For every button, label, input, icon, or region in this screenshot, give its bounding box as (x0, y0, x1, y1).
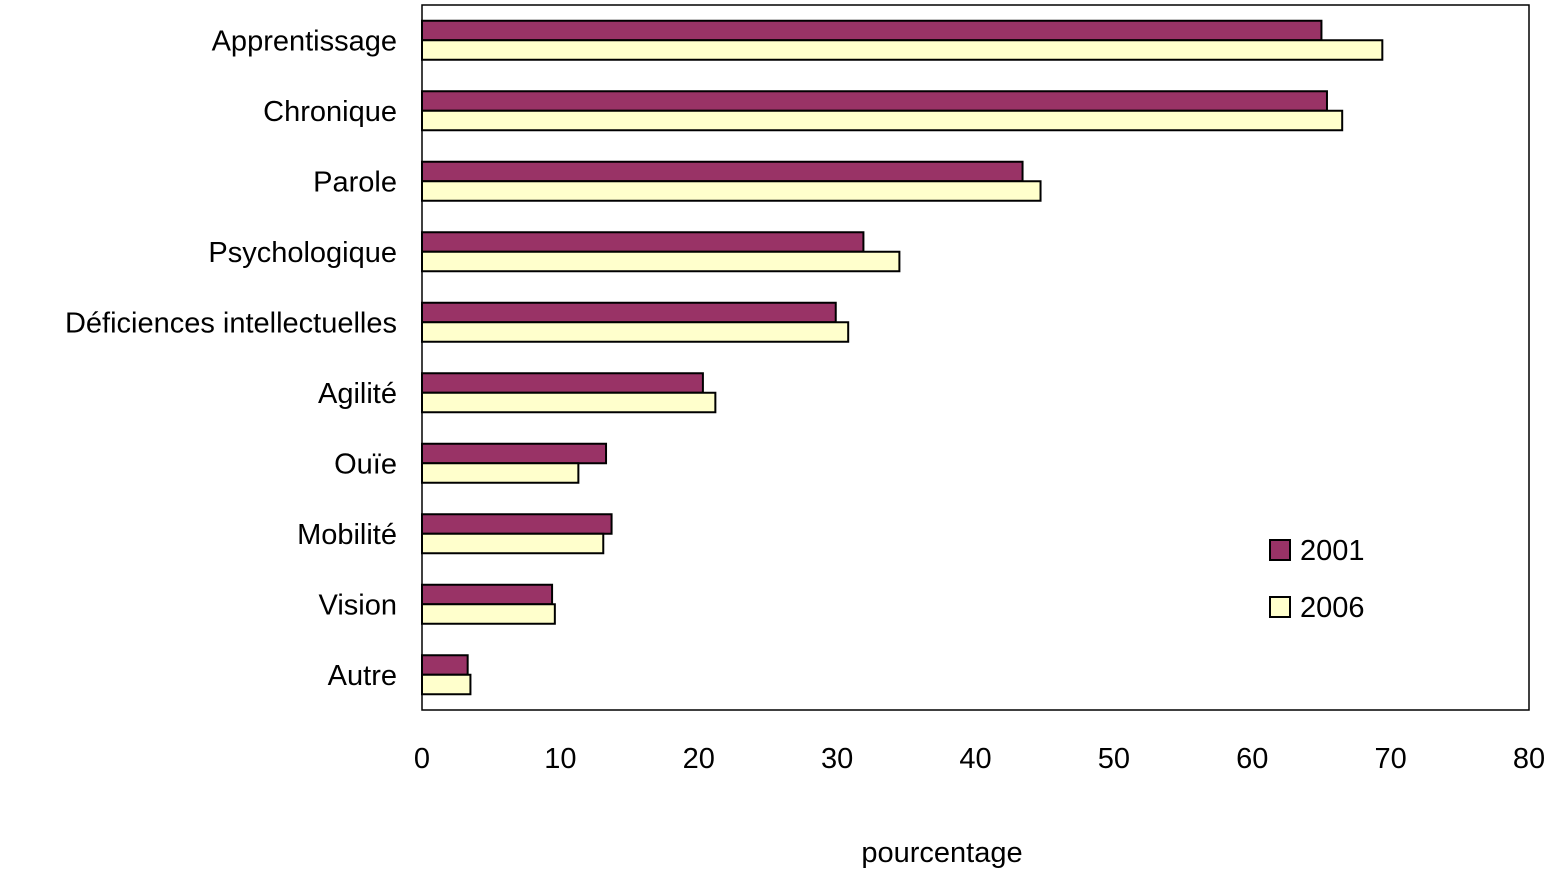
legend-swatch-2001 (1269, 539, 1291, 561)
bar-2006-8 (421, 532, 605, 555)
bar-2001-2 (421, 90, 1328, 112)
legend-label-2001: 2001 (1300, 535, 1365, 567)
category-label: Ouïe (334, 448, 397, 480)
bar-2001-9 (421, 583, 554, 606)
x-tick-label: 20 (683, 743, 715, 775)
bar-2006-1 (421, 39, 1384, 61)
legend-swatch-2006 (1269, 596, 1291, 618)
category-label: Vision (319, 589, 397, 621)
bar-2001-7 (421, 442, 608, 465)
bar-2006-9 (421, 603, 556, 625)
bar-2001-5 (421, 301, 837, 324)
bar-2006-4 (421, 250, 901, 273)
x-tick-label: 70 (1374, 743, 1406, 775)
bar-2001-10 (421, 654, 469, 676)
category-label: Chronique (263, 96, 397, 128)
category-labels: Apprentissage Chronique Parole Psychologiqu… (65, 25, 397, 692)
bar-2001-1 (421, 19, 1323, 42)
category-label: Agilité (318, 378, 397, 410)
x-tick-labels: 0 10 20 30 40 50 60 70 80 (414, 743, 1545, 775)
category-label: Apprentissage (212, 25, 397, 57)
x-tick-label: 60 (1236, 743, 1268, 775)
x-tick-label: 10 (544, 743, 576, 775)
bar-2001-8 (421, 513, 613, 535)
x-tick-label: 50 (1098, 743, 1130, 775)
legend: 2001 2006 (1269, 535, 1365, 624)
bar-2006-2 (421, 109, 1344, 132)
x-tick-label: 80 (1513, 743, 1545, 775)
bar-2006-10 (421, 673, 472, 696)
bar-2006-3 (421, 180, 1042, 202)
category-label: Mobilité (297, 519, 397, 551)
bar-2001-4 (421, 231, 865, 253)
x-tick-label: 0 (414, 743, 430, 775)
bar-2006-6 (421, 391, 717, 414)
x-tick-label: 30 (821, 743, 853, 775)
category-label: Autre (328, 660, 397, 692)
bar-2001-3 (421, 160, 1024, 183)
category-label: Parole (313, 166, 397, 198)
x-axis-title: pourcentage (861, 837, 1022, 869)
bar-2001-6 (421, 372, 704, 394)
bar-2006-5 (421, 321, 850, 343)
bar-2006-7 (421, 462, 580, 484)
legend-label-2006: 2006 (1300, 592, 1365, 624)
x-tick-label: 40 (959, 743, 991, 775)
bars-layer (421, 19, 1384, 696)
category-label: Psychologique (208, 237, 397, 269)
category-label: Déficiences intellectuelles (65, 307, 397, 339)
